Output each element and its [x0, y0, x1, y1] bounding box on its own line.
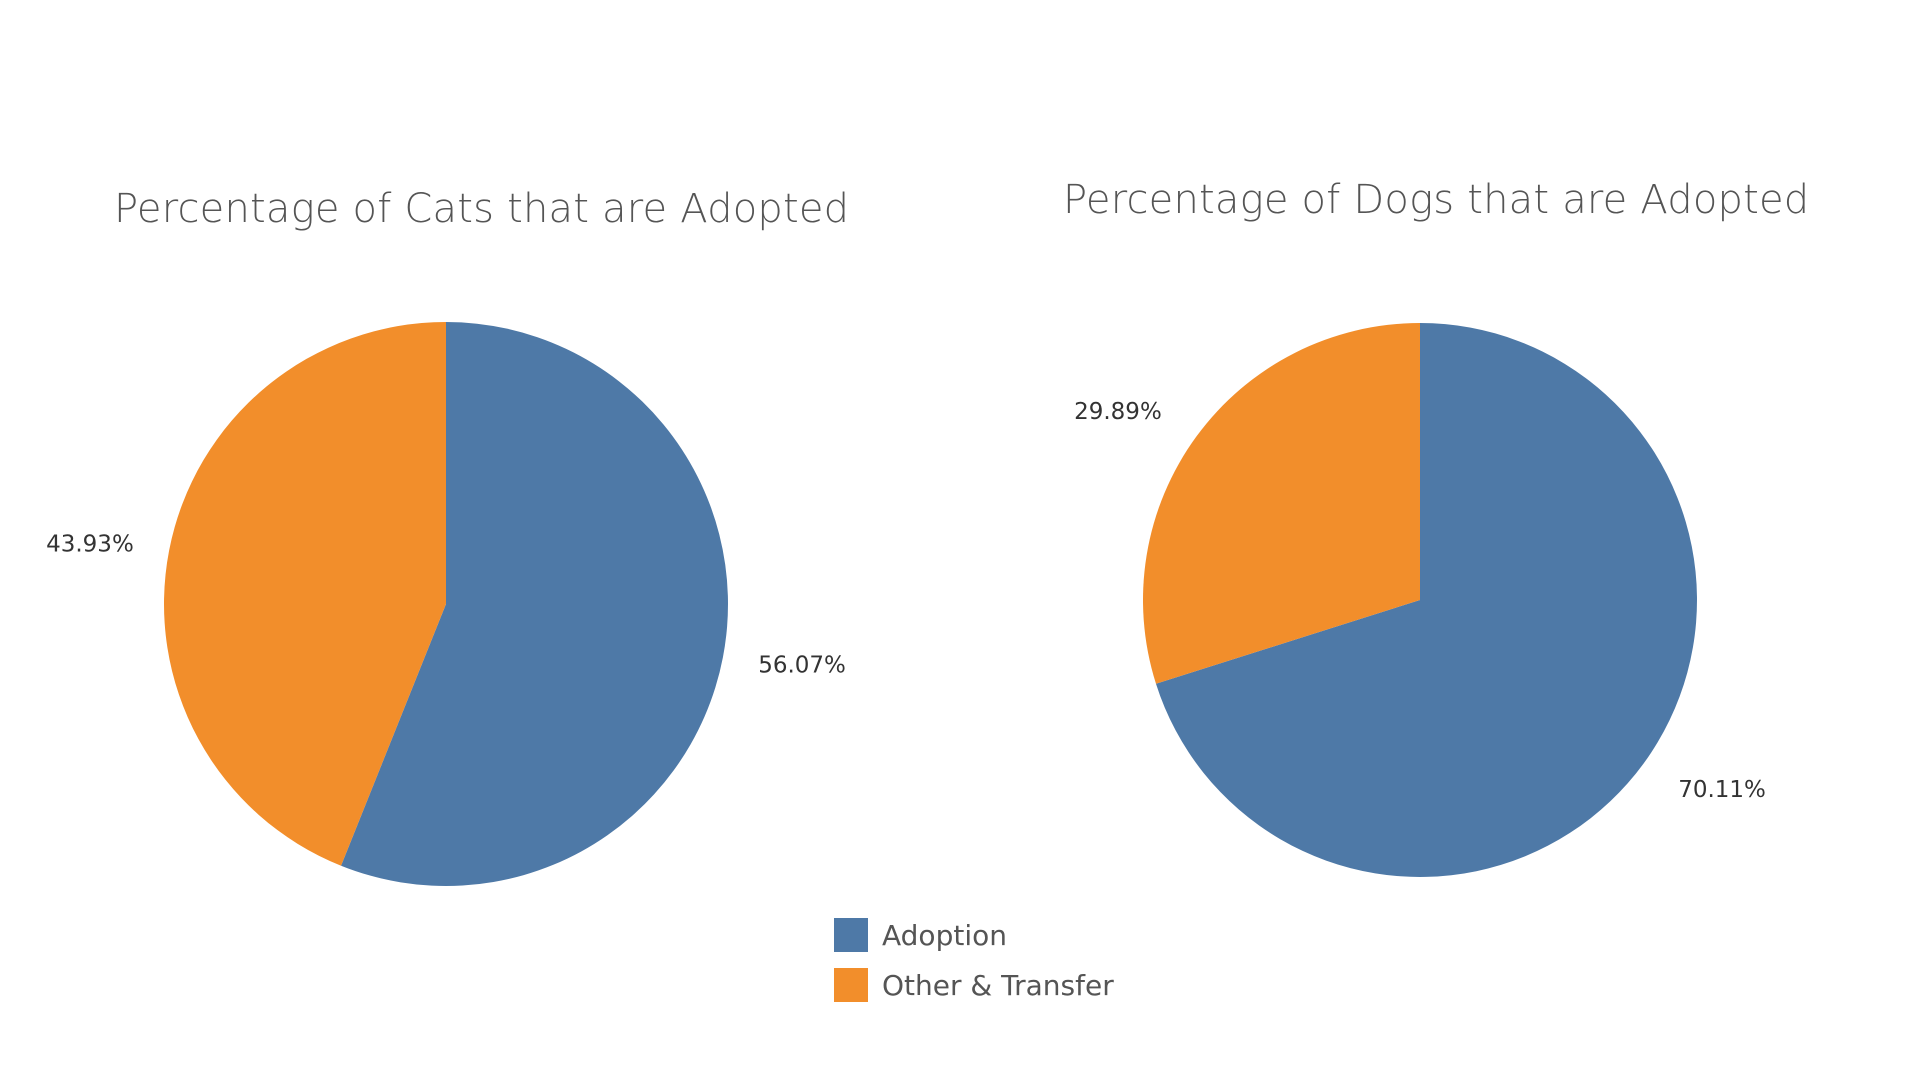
dogs-label-other-transfer: 29.89% [1074, 399, 1162, 425]
legend-label-other-transfer: Other & Transfer [882, 968, 1114, 1002]
cats-label-adoption: 56.07% [758, 652, 846, 678]
legend-swatch-other-transfer [834, 968, 868, 1002]
legend: Adoption Other & Transfer [834, 910, 1114, 1010]
cats-chart-title: Percentage of Cats that are Adopted [114, 186, 850, 232]
legend-label-adoption: Adoption [882, 918, 1007, 952]
legend-item-other-transfer[interactable]: Other & Transfer [834, 960, 1114, 1010]
cats-label-other-transfer: 43.93% [46, 532, 134, 558]
dogs-slice-adoption[interactable] [1155, 323, 1697, 877]
cats-slice-adoption[interactable] [341, 322, 728, 886]
dogs-label-adoption: 70.11% [1678, 777, 1766, 803]
cats-slice-other-transfer[interactable] [163, 322, 446, 866]
dogs-chart-title: Percentage of Dogs that are Adopted [1063, 177, 1810, 223]
legend-swatch-adoption [834, 918, 868, 952]
dogs-pie-chart: 70.11% 29.89% [1074, 323, 1766, 877]
cats-pie-chart: 56.07% 43.93% [46, 322, 846, 886]
dogs-slice-other-transfer[interactable] [1142, 323, 1420, 684]
legend-item-adoption[interactable]: Adoption [834, 910, 1114, 960]
